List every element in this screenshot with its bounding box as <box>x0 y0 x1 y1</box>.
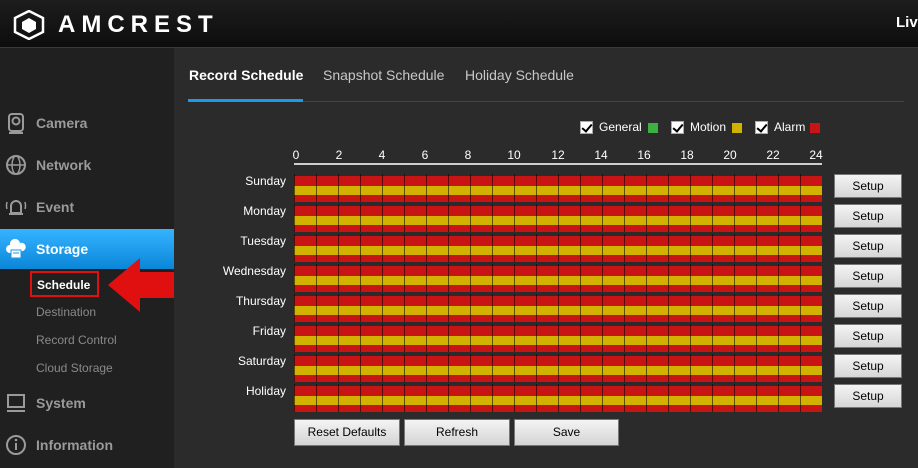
subnav-schedule-label: Schedule <box>37 278 91 292</box>
schedule-row[interactable] <box>294 204 822 232</box>
hour-label: 8 <box>464 148 472 162</box>
hour-grid <box>294 384 822 412</box>
red-arrow-icon <box>108 258 192 312</box>
schedule-row[interactable] <box>294 324 822 352</box>
motion-checkbox[interactable] <box>671 121 684 134</box>
legend-general-label: General <box>599 120 642 134</box>
day-label: Saturday <box>237 354 286 368</box>
hour-label: 22 <box>766 148 780 162</box>
subnav-destination[interactable]: Destination <box>36 305 97 319</box>
sidebar-item-event[interactable]: Event <box>0 191 174 223</box>
setup-button[interactable]: Setup <box>834 384 902 408</box>
hour-label: 6 <box>421 148 429 162</box>
legend-alarm-label: Alarm <box>774 120 806 134</box>
info-icon <box>6 435 26 455</box>
tab-record-schedule[interactable]: Record Schedule <box>189 67 304 83</box>
sidebar-item-network[interactable]: Network <box>0 149 174 181</box>
hour-grid <box>294 354 822 382</box>
hour-label: 2 <box>335 148 343 162</box>
alarm-bell-icon <box>5 200 27 215</box>
hour-label: 14 <box>594 148 608 162</box>
setup-button[interactable]: Setup <box>834 354 902 378</box>
tab-holiday-schedule[interactable]: Holiday Schedule <box>465 67 574 83</box>
general-color-swatch <box>648 123 658 133</box>
hour-label: 4 <box>378 148 386 162</box>
legend-motion-label: Motion <box>690 120 727 134</box>
subnav-record-control[interactable]: Record Control <box>36 333 117 347</box>
hour-grid <box>294 264 822 292</box>
top-header: AMCREST Liv <box>0 0 918 48</box>
hour-label: 12 <box>551 148 565 162</box>
setup-button[interactable]: Setup <box>834 264 902 288</box>
motion-color-swatch <box>732 123 742 133</box>
schedule-row[interactable] <box>294 294 822 322</box>
schedule-row[interactable] <box>294 354 822 382</box>
hour-label: 18 <box>680 148 694 162</box>
amcrest-logo-icon <box>13 10 45 40</box>
hour-grid <box>294 234 822 262</box>
schedule-row[interactable] <box>294 174 822 202</box>
hour-grid <box>294 294 822 322</box>
sidebar-item-information[interactable]: Information <box>0 429 174 461</box>
day-label: Friday <box>252 324 286 338</box>
sidebar-item-label: Network <box>36 157 92 173</box>
setup-button[interactable]: Setup <box>834 174 902 198</box>
day-label: Holiday <box>245 384 286 398</box>
subnav-cloud-storage[interactable]: Cloud Storage <box>36 361 113 375</box>
subnav-schedule[interactable]: Schedule <box>30 271 99 297</box>
tab-bar: Record Schedule Snapshot Schedule Holida… <box>188 48 904 102</box>
day-label: Thursday <box>235 294 286 308</box>
hour-label: 0 <box>292 148 300 162</box>
setup-button[interactable]: Setup <box>834 294 902 318</box>
hour-label: 24 <box>809 148 823 162</box>
schedule-row[interactable] <box>294 384 822 412</box>
monitor-icon <box>7 394 25 412</box>
cloud-storage-icon <box>6 238 26 259</box>
reset-defaults-button[interactable]: Reset Defaults <box>294 419 400 446</box>
hour-grid <box>294 204 822 232</box>
sidebar-item-camera[interactable]: Camera <box>0 107 174 139</box>
refresh-button[interactable]: Refresh <box>404 419 510 446</box>
setup-button[interactable]: Setup <box>834 324 902 348</box>
live-nav-link[interactable]: Liv <box>896 14 918 31</box>
hour-label: 10 <box>507 148 521 162</box>
active-tab-indicator <box>188 99 303 102</box>
sidebar-item-storage[interactable]: Storage <box>0 229 174 269</box>
sidebar-item-system[interactable]: System <box>0 387 174 419</box>
schedule-row[interactable] <box>294 234 822 262</box>
sidebar-item-label: System <box>36 395 86 411</box>
save-button[interactable]: Save <box>514 419 619 446</box>
setup-button[interactable]: Setup <box>834 234 902 258</box>
sidebar-item-label: Storage <box>36 241 89 257</box>
tab-snapshot-schedule[interactable]: Snapshot Schedule <box>323 67 445 83</box>
alarm-color-swatch <box>810 123 820 133</box>
camera-icon <box>8 113 24 134</box>
sidebar-item-label: Information <box>36 437 113 453</box>
brand-name: AMCREST <box>58 11 219 38</box>
general-checkbox[interactable] <box>580 121 593 134</box>
alarm-checkbox[interactable] <box>755 121 768 134</box>
sidebar-item-label: Camera <box>36 115 88 131</box>
day-label: Sunday <box>245 174 286 188</box>
main-panel: Record Schedule Snapshot Schedule Holida… <box>174 48 918 468</box>
day-label: Monday <box>243 204 286 218</box>
hour-label: 20 <box>723 148 737 162</box>
schedule-row[interactable] <box>294 264 822 292</box>
hour-ruler <box>294 163 822 165</box>
hour-grid <box>294 174 822 202</box>
day-label: Tuesday <box>240 234 286 248</box>
sidebar-item-label: Event <box>36 199 75 215</box>
globe-icon <box>6 155 26 175</box>
day-label: Wednesday <box>222 264 286 278</box>
hour-label: 16 <box>637 148 651 162</box>
hour-grid <box>294 324 822 352</box>
setup-button[interactable]: Setup <box>834 204 902 228</box>
